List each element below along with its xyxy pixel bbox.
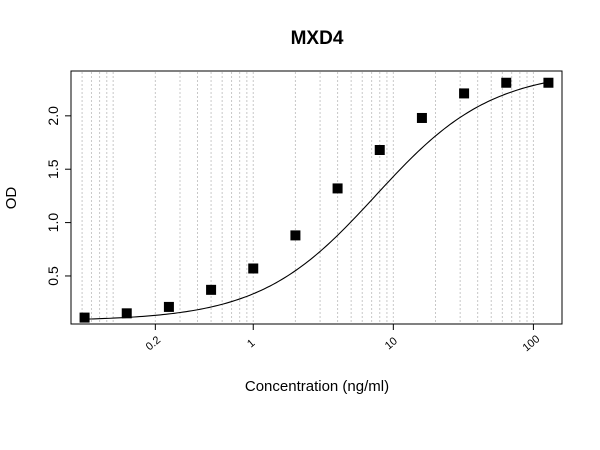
x-axis-label: Concentration (ng/ml) bbox=[245, 378, 389, 395]
data-point bbox=[416, 112, 427, 123]
data-point bbox=[459, 88, 470, 99]
y-tick-label: 1.0 bbox=[45, 213, 61, 233]
data-point bbox=[248, 263, 259, 274]
x-tick-label: 10 bbox=[383, 335, 400, 352]
data-point bbox=[374, 144, 385, 155]
y-tick-label: 1.5 bbox=[45, 159, 61, 179]
plot-frame bbox=[70, 70, 563, 325]
data-point bbox=[206, 284, 217, 295]
grid-lines bbox=[70, 72, 534, 323]
x-tick-label: 1 bbox=[245, 337, 257, 350]
x-axis: 0.2 1 10 100 bbox=[144, 324, 543, 354]
data-point bbox=[163, 301, 174, 312]
data-points bbox=[79, 77, 554, 323]
x-tick-label: 100 bbox=[521, 333, 543, 354]
y-axis: 0.5 1.0 1.5 2.0 bbox=[45, 106, 71, 286]
chart-title: MXD4 bbox=[291, 28, 344, 49]
data-point bbox=[543, 77, 554, 88]
data-point bbox=[332, 183, 343, 194]
y-tick-label: 0.5 bbox=[45, 266, 61, 286]
data-point bbox=[501, 77, 512, 88]
data-point bbox=[79, 312, 90, 323]
y-tick-label: 2.0 bbox=[45, 106, 61, 126]
data-point bbox=[290, 230, 301, 241]
data-point bbox=[121, 308, 132, 319]
y-axis-label: OD bbox=[3, 187, 20, 210]
fit-curve bbox=[84, 81, 549, 320]
x-tick-label: 0.2 bbox=[144, 334, 163, 353]
